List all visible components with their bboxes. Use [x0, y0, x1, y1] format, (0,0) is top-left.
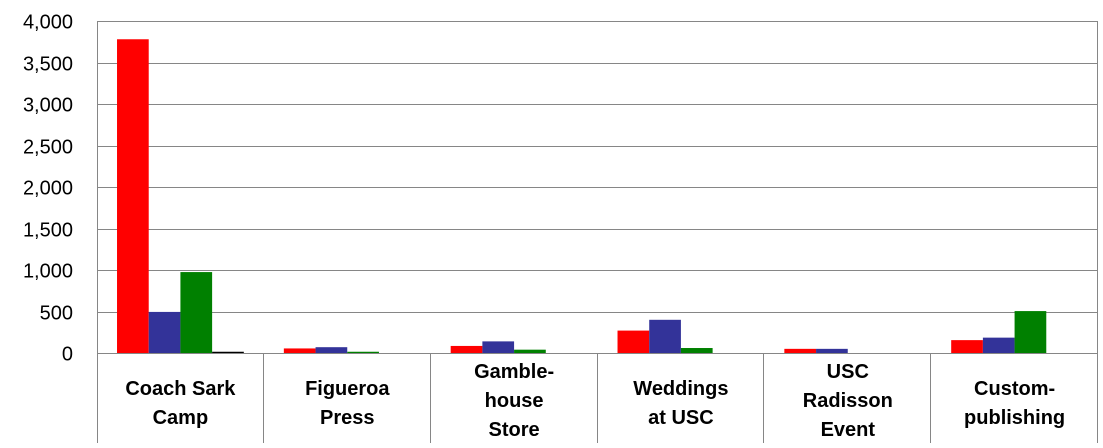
x-category-label: Gamble-house Store: [474, 361, 554, 441]
y-tick-label: 3,000: [23, 95, 73, 117]
category-label-line: at USC: [648, 407, 714, 429]
bar: [315, 347, 348, 353]
y-tick-labels: 0 500 1,000 1,500 2,000 2,500 3,000 3,500 4,000: [23, 12, 73, 366]
bar: [649, 319, 681, 353]
y-tick-label: 2,000: [23, 178, 73, 200]
x-category-labels: Coach Sark Camp Figueroa Press Gamble-house S…: [125, 361, 1065, 441]
category-label-line: Event: [821, 419, 876, 441]
x-category-label: Figueroa Press: [305, 378, 390, 429]
gridlines: [97, 21, 1098, 313]
category-label-line: Gamble-: [474, 361, 554, 383]
bar: [117, 39, 149, 353]
category-label-line: Camp: [153, 407, 209, 429]
x-category-label: USC Radisson Event: [803, 361, 893, 441]
y-tick-label: 500: [40, 303, 73, 325]
y-tick-label: 4,000: [23, 12, 73, 34]
bar: [180, 272, 213, 353]
x-category-label: Coach Sark Camp: [125, 378, 236, 429]
bar: [680, 348, 713, 353]
category-label-line: Figueroa: [305, 378, 390, 400]
bar: [347, 351, 379, 353]
x-category-label: Weddings at USC: [633, 378, 728, 429]
bar: [450, 345, 483, 353]
bar: [951, 340, 983, 353]
category-label-line: Weddings: [633, 378, 728, 400]
bar: [982, 337, 1015, 353]
bar: [617, 330, 650, 353]
category-label-line: house: [485, 390, 544, 412]
category-label-line: Store: [489, 419, 540, 441]
axes: [97, 21, 1098, 443]
bar: [482, 341, 515, 353]
category-label-line: publishing: [964, 407, 1065, 429]
y-tick-label: 1,000: [23, 261, 73, 283]
bar: [212, 351, 244, 353]
bar: [283, 348, 316, 353]
category-label-line: Radisson: [803, 390, 893, 412]
y-tick-label: 1,500: [23, 220, 73, 242]
y-tick-label: 3,500: [23, 54, 73, 76]
x-category-label: Custom-publishing: [964, 378, 1065, 429]
bars: [117, 39, 1047, 353]
y-tick-label: 0: [62, 344, 73, 366]
bar: [816, 348, 848, 353]
bar: [514, 349, 546, 353]
category-label-line: Coach Sark: [125, 378, 236, 400]
bar: [784, 348, 817, 353]
bar: [1014, 311, 1047, 353]
category-label-line: USC: [827, 361, 869, 383]
y-tick-label: 2,500: [23, 137, 73, 159]
bar: [148, 311, 181, 353]
category-label-line: Custom-: [974, 378, 1055, 400]
category-label-line: Press: [320, 407, 375, 429]
